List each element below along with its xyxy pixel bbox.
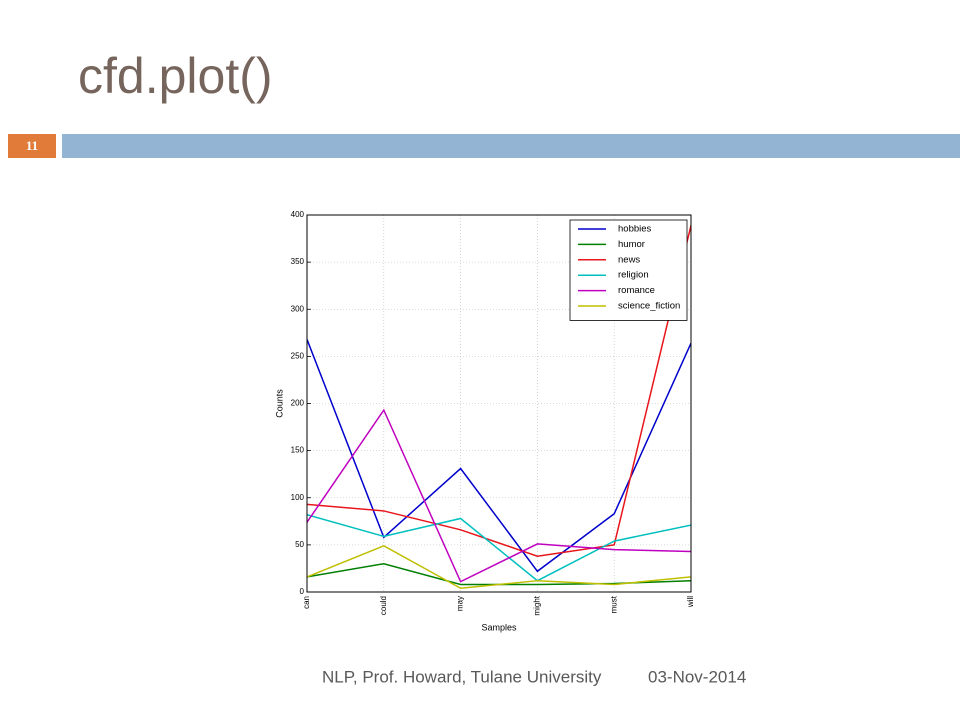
y-tick-label: 300 bbox=[291, 304, 305, 313]
y-tick-label: 0 bbox=[300, 587, 305, 596]
series-line bbox=[307, 225, 691, 557]
legend-label: romance bbox=[618, 285, 655, 296]
x-axis-label: Samples bbox=[481, 622, 517, 632]
page-badge bbox=[8, 134, 56, 158]
series-line bbox=[307, 513, 691, 582]
legend-label: news bbox=[618, 254, 640, 265]
series-group bbox=[307, 225, 691, 589]
date: 03-Nov-2014 bbox=[648, 667, 746, 686]
series-line bbox=[307, 544, 691, 589]
y-tick-label: 250 bbox=[291, 351, 305, 360]
y-tick-label: 350 bbox=[291, 257, 305, 266]
legend-label: humor bbox=[618, 239, 645, 250]
series-line bbox=[307, 339, 691, 573]
y-tick-label: 50 bbox=[295, 540, 304, 549]
x-tick-label: will bbox=[686, 596, 695, 608]
footer: NLP, Prof. Howard, Tulane University bbox=[322, 667, 602, 686]
legend-label: science_fiction bbox=[618, 301, 680, 312]
x-tick-label: can bbox=[302, 596, 311, 609]
x-tick-label: must bbox=[609, 595, 618, 613]
header-bar bbox=[62, 134, 960, 158]
y-tick-label: 150 bbox=[291, 446, 305, 455]
legend-label: hobbies bbox=[618, 224, 652, 235]
x-tick-label: may bbox=[456, 596, 465, 611]
plot-frame bbox=[306, 214, 692, 593]
x-tick-label: might bbox=[533, 595, 542, 615]
page-number: 11 bbox=[26, 138, 38, 153]
legend-box bbox=[569, 219, 688, 321]
chart: 0 50 100 150 200 250 300 350 400 can could may might… bbox=[274, 210, 695, 632]
slide-title: cfd.plot() bbox=[78, 48, 273, 104]
legend-label: religion bbox=[618, 270, 649, 281]
x-tick-label: could bbox=[379, 596, 388, 615]
y-tick-label: 100 bbox=[291, 493, 305, 502]
y-axis-label: Counts bbox=[274, 389, 284, 418]
y-tick-label: 200 bbox=[291, 399, 305, 408]
series-line bbox=[307, 408, 691, 583]
y-tick-label: 400 bbox=[291, 210, 305, 219]
